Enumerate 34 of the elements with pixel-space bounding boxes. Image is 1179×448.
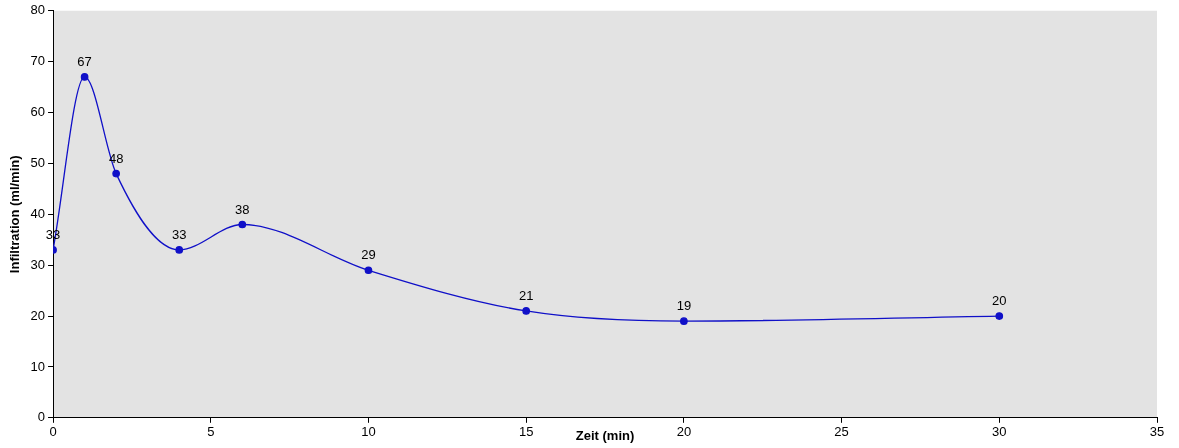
data-label: 67 (77, 54, 92, 70)
x-tick-label: 15 (518, 424, 534, 440)
data-label: 20 (992, 293, 1007, 309)
y-tick-label: 50 (30, 155, 46, 170)
point (364, 266, 373, 275)
x-axis-title: Zeit (min) (575, 427, 635, 443)
y-tick-label: 70 (30, 53, 46, 69)
y-axis-title: Infiltration (ml/min) (7, 155, 23, 274)
data-label: 33 (171, 226, 187, 242)
y-tick-label: 10 (30, 358, 46, 374)
y-tick-label: 20 (30, 307, 46, 323)
x-tick-label: 20 (676, 424, 692, 440)
x-tick-label: 10 (361, 424, 376, 440)
x-tick-label: 0 (49, 424, 57, 440)
y-tick-label: 60 (30, 104, 46, 120)
point (522, 307, 531, 315)
y-tick-label: 30 (30, 256, 46, 272)
data-label: 38 (235, 201, 250, 217)
x-tick-label: 5 (207, 424, 215, 440)
x-tick-label: 35 (1149, 424, 1165, 440)
point (175, 246, 184, 254)
y-tick-label: 0 (37, 409, 46, 425)
data-label: 29 (361, 247, 376, 263)
y-tick-label: 80 (30, 2, 46, 18)
point (238, 220, 247, 229)
point (112, 169, 120, 178)
y-tick-label: 40 (30, 205, 46, 221)
x-tick-label: 25 (834, 424, 849, 440)
point (80, 73, 89, 81)
point (680, 317, 688, 325)
data-label: 21 (518, 288, 534, 304)
point (995, 312, 1004, 320)
data-label: 19 (676, 298, 692, 314)
x-tick-label: 30 (992, 424, 1007, 440)
